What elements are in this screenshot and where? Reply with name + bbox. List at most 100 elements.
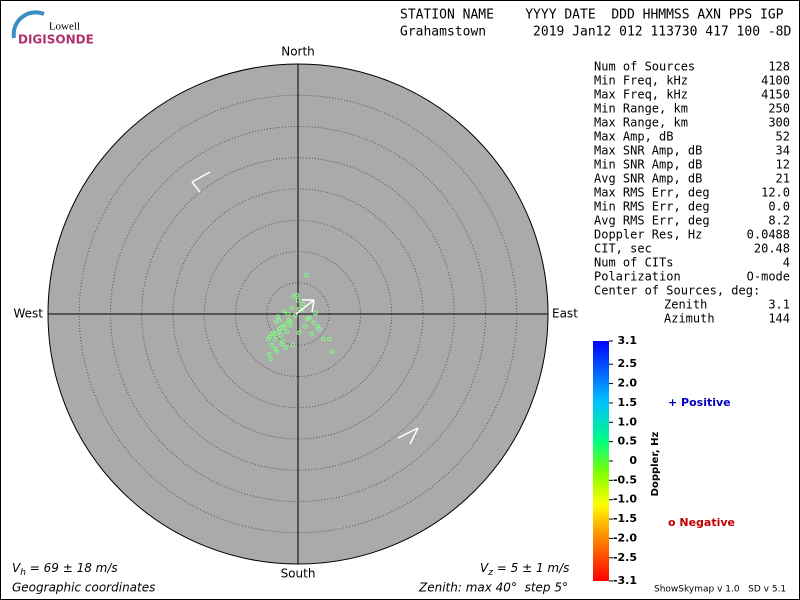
colorbar-tick-label: -0.5 (613, 473, 637, 486)
source-point (275, 314, 281, 319)
direction-south: South (281, 567, 316, 581)
stat-label: Avg RMS Err, deg (594, 214, 710, 228)
arrow (191, 171, 211, 193)
stat-label: Num of Sources (594, 60, 695, 74)
arrow (295, 299, 315, 315)
source-point (279, 341, 285, 347)
source-point (268, 356, 273, 362)
stat-value: O-mode (747, 270, 790, 284)
stat-label: Avg SNR Amp, dB (594, 172, 702, 186)
stat-value: 34 (776, 144, 790, 158)
stat-value: 250 (768, 102, 790, 116)
source-point (311, 320, 316, 326)
source-point (266, 351, 272, 357)
source-point (276, 329, 282, 334)
source-point (296, 330, 302, 336)
stat-label: Min SNR Amp, dB (594, 158, 702, 172)
source-point (278, 332, 283, 338)
source-point (283, 345, 288, 351)
colorbar-tick-label: 2.5 (618, 357, 638, 370)
source-point (294, 292, 300, 298)
source-point (284, 329, 290, 334)
stat-value: 20.48 (754, 242, 790, 256)
source-point (306, 315, 312, 321)
header-values: Grahamstown 2019 Jan12 012 113730 417 10… (400, 25, 792, 40)
stat-label: Max SNR Amp, dB (594, 144, 702, 158)
source-point (273, 346, 278, 352)
stat-label: Polarization (594, 270, 681, 284)
stat-value: 12 (776, 158, 790, 172)
colorbar-tick-label: 3.1 (618, 334, 638, 347)
source-point (290, 342, 296, 348)
source-point (288, 319, 293, 324)
stat-label: Max Amp, dB (594, 130, 673, 144)
source-point (283, 321, 288, 327)
colorbar-tick-label: -2.5 (613, 551, 637, 564)
colorbar-ticks: 3.1 2.5 2.0 1.5 1.0 0.5 0 -0.5 -1.0 -1.5 -2.0 -2.5 -… (609, 334, 637, 587)
source-point (300, 301, 306, 307)
direction-east: East (552, 307, 578, 321)
logo-arc (11, 10, 45, 39)
colorbar-label: Doppler, Hz (650, 432, 661, 497)
source-point (276, 317, 282, 323)
logo-top: Lowell (49, 21, 80, 33)
source-point (281, 309, 287, 314)
source-point (281, 325, 287, 331)
source-point (285, 311, 291, 317)
source-point (293, 312, 298, 318)
colorbar-tick-label: 1.5 (618, 396, 638, 409)
stat-value: 0.0488 (747, 228, 790, 242)
source-point (271, 331, 277, 337)
zenith-info: Zenith: max 40° step 5° (418, 581, 568, 595)
source-point (304, 272, 310, 278)
stat-label: Min Freq, kHz (594, 74, 688, 88)
stat-label: Min Range, km (594, 102, 688, 116)
stat-label: Num of CITs (594, 256, 673, 270)
source-point (265, 336, 271, 342)
source-point (290, 294, 296, 299)
polar-plot: North South West East (13, 45, 578, 581)
colorbar-tick-label: 0.5 (618, 435, 638, 448)
legend-positive: + Positive (668, 396, 731, 409)
logo-bottom: DIGISONDE (18, 33, 94, 47)
colorbar-tick-label: -1.5 (613, 512, 637, 525)
stat-value: 12.0 (761, 186, 790, 200)
stat-value: 4100 (761, 74, 790, 88)
stat-value: 300 (768, 116, 790, 130)
stat-label: Max Range, km (594, 116, 688, 130)
vz: Vz = 5 ± 1 m/s (480, 561, 569, 578)
colorbar-tick-label: 2.0 (618, 377, 638, 390)
colorbar-tick-label: 0 (629, 454, 637, 467)
source-point (326, 336, 332, 342)
source-point (329, 349, 335, 354)
direction-west: West (13, 307, 43, 321)
source-point (313, 310, 318, 316)
colorbar-tick-label: -3.1 (613, 574, 637, 587)
stat-label: Min RMS Err, deg (594, 200, 710, 214)
stat-value: 4150 (761, 88, 790, 102)
stat-label: CIT, sec (594, 242, 652, 256)
source-point (320, 336, 326, 342)
colorbar-tick-label: -2.0 (613, 531, 637, 544)
center-value: 144 (768, 312, 790, 326)
legend-negative: o Negative (668, 516, 735, 529)
stat-label: Doppler Res, Hz (594, 228, 702, 242)
source-point (289, 305, 295, 311)
coords: Geographic coordinates (12, 581, 155, 595)
source-point (316, 326, 322, 332)
stat-value: 0.0 (768, 200, 790, 214)
stat-value: 4 (783, 256, 790, 270)
colorbar (593, 341, 609, 581)
stat-value: 52 (776, 130, 790, 144)
source-point (276, 326, 282, 332)
stat-value: 8.2 (768, 214, 790, 228)
stat-label: Max Freq, kHz (594, 88, 688, 102)
center-label: Azimuth (664, 312, 715, 326)
colorbar-tick-label: 1.0 (618, 415, 638, 428)
source-point (303, 324, 308, 329)
arrow (397, 427, 419, 445)
source-point (295, 297, 301, 303)
center-title: Center of Sources, deg: (594, 284, 760, 298)
stat-value: 128 (768, 60, 790, 74)
